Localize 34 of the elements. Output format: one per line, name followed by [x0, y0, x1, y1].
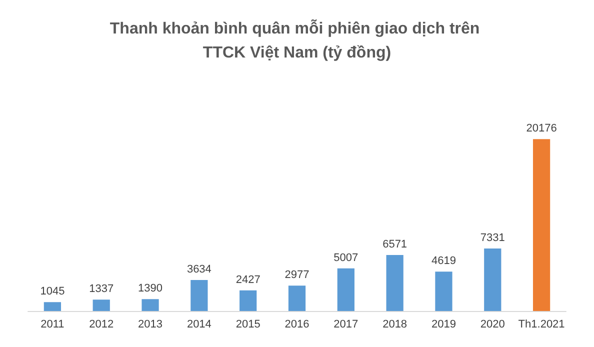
data-label: 6571 [382, 238, 408, 251]
bar [44, 302, 62, 311]
data-label: 1045 [40, 286, 65, 298]
data-label: 1390 [138, 282, 163, 295]
data-label: 5007 [334, 252, 358, 264]
data-label: 1337 [89, 283, 114, 296]
data-label: 3634 [186, 264, 212, 276]
data-label: 20176 [526, 122, 557, 135]
x-tick-label: 2020 [480, 318, 505, 330]
bar [240, 290, 257, 311]
bar [92, 300, 110, 311]
bar [337, 268, 354, 311]
bar [435, 272, 452, 311]
data-label: 2427 [236, 274, 260, 286]
x-tick-label: 2014 [186, 318, 212, 330]
x-tick-label: 2016 [284, 318, 310, 330]
x-tick-label: 2015 [236, 318, 260, 330]
x-tick-label: 2018 [382, 318, 408, 330]
bar [288, 286, 306, 311]
x-tick-label: 2012 [89, 318, 114, 330]
x-tick-label: Th1.2021 [518, 318, 565, 330]
bar [484, 248, 502, 311]
x-tick-label: 2011 [40, 318, 64, 330]
data-label: 2977 [284, 269, 310, 282]
x-tick-label: 2013 [138, 318, 163, 330]
bar [386, 255, 404, 311]
bar [142, 299, 159, 311]
x-tick-label: 2017 [334, 318, 358, 330]
data-label: 4619 [431, 255, 456, 268]
bar [190, 280, 208, 311]
chart-title: Thanh khoản bình quân mỗi phiên giao dịch trên TTCK Việt Nam (tỷ đồng) [110, 18, 484, 62]
x-tick-label: 2019 [431, 318, 456, 330]
data-label: 7331 [480, 232, 505, 244]
bar [532, 139, 550, 311]
